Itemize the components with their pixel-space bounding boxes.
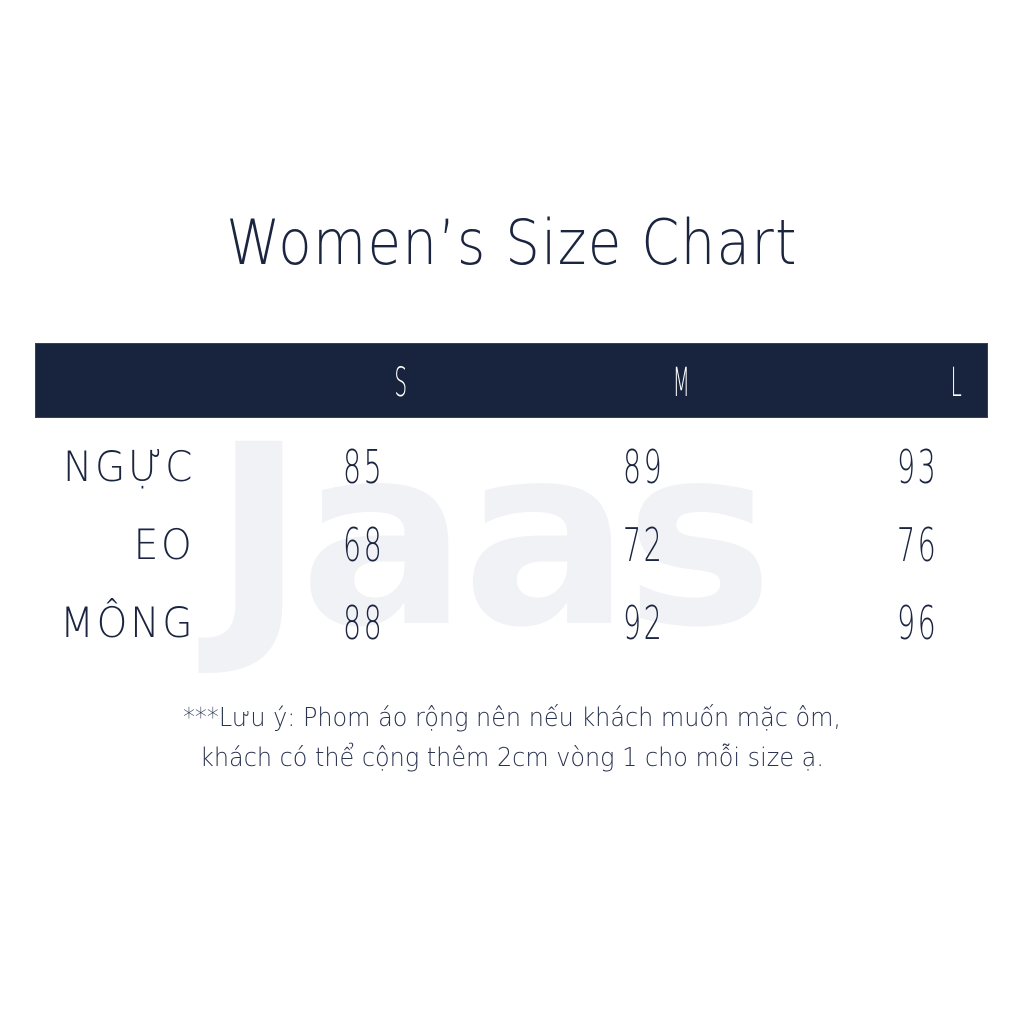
column-header-l-label: L	[950, 360, 962, 406]
column-header-s: S	[316, 344, 486, 419]
row-label-bust: NGỰC	[62, 442, 195, 491]
row-label-waist: EO	[133, 520, 195, 569]
size-note-line-2: khách có thể cộng thêm 2cm vòng 1 cho mỗ…	[200, 743, 824, 773]
size-note: ***Lưu ý: Phom áo rộng nên nếu khách muố…	[0, 698, 1024, 778]
cell-hip-s: 88	[343, 596, 385, 650]
table-row: EO 68 72 76	[35, 504, 988, 582]
column-header-m-label: M	[672, 360, 690, 406]
page-title: Women’s Size Chart	[226, 206, 798, 279]
cell-hip-m: 92	[623, 596, 665, 650]
column-header-s-label: S	[394, 360, 408, 406]
table-body: NGỰC 85 89 93 EO 68	[35, 418, 988, 660]
table-header-bar: S M L	[35, 343, 988, 418]
cell-waist-l: 76	[897, 518, 939, 572]
cell-hip-l: 96	[897, 596, 939, 650]
size-note-line-1: ***Lưu ý: Phom áo rộng nên nếu khách muố…	[182, 703, 842, 733]
cell-waist-m: 72	[623, 518, 665, 572]
size-table: S M L NGỰC 85 89 93	[35, 343, 988, 660]
table-row: NGỰC 85 89 93	[35, 426, 988, 504]
cell-bust-s: 85	[343, 440, 385, 494]
column-header-l: L	[871, 344, 1024, 419]
row-label-hip: MÔNG	[59, 598, 195, 647]
cell-bust-m: 89	[623, 440, 665, 494]
cell-waist-s: 68	[343, 518, 385, 572]
cell-bust-l: 93	[897, 440, 939, 494]
column-header-m: M	[596, 344, 766, 419]
table-row: MÔNG 88 92 96	[35, 582, 988, 660]
